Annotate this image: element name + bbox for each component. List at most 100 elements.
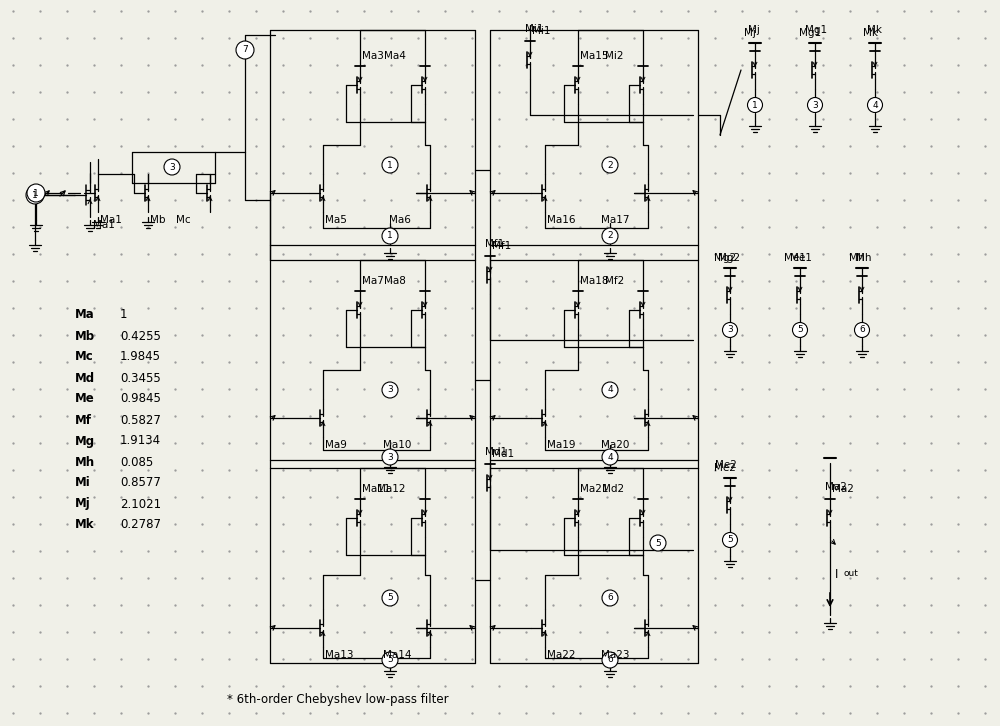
Text: Mf2: Mf2 bbox=[605, 276, 624, 286]
Circle shape bbox=[382, 157, 398, 173]
Text: Mi1: Mi1 bbox=[532, 26, 550, 36]
Text: Ma2: Ma2 bbox=[825, 482, 847, 492]
Text: Mk: Mk bbox=[867, 25, 882, 35]
Text: Me2: Me2 bbox=[714, 463, 736, 473]
Text: Ma23: Ma23 bbox=[600, 650, 629, 660]
Text: Ma13: Ma13 bbox=[325, 650, 354, 660]
Text: 3: 3 bbox=[812, 100, 818, 110]
Text: Mh: Mh bbox=[75, 455, 95, 468]
Text: Ma11: Ma11 bbox=[362, 484, 390, 494]
Circle shape bbox=[722, 532, 738, 547]
Text: 1: 1 bbox=[387, 232, 393, 240]
Text: I: I bbox=[835, 568, 838, 582]
Text: Me1: Me1 bbox=[784, 253, 806, 263]
Text: Md: Md bbox=[75, 372, 95, 385]
Text: Mf: Mf bbox=[75, 414, 92, 426]
Text: 6: 6 bbox=[607, 656, 613, 664]
Text: Me: Me bbox=[75, 393, 95, 406]
Text: Ma2: Ma2 bbox=[832, 484, 854, 494]
Text: 1: 1 bbox=[120, 309, 128, 322]
Text: Ma15: Ma15 bbox=[580, 51, 608, 61]
Circle shape bbox=[382, 449, 398, 465]
Text: Mg: Mg bbox=[75, 434, 95, 447]
Circle shape bbox=[382, 228, 398, 244]
Text: Ma7: Ma7 bbox=[362, 276, 384, 286]
Text: 5: 5 bbox=[655, 539, 661, 547]
Text: Ma18: Ma18 bbox=[580, 276, 608, 286]
Text: Ma: Ma bbox=[75, 309, 95, 322]
Text: Ma4: Ma4 bbox=[384, 51, 406, 61]
Text: Ma22: Ma22 bbox=[547, 650, 576, 660]
Text: Ma5: Ma5 bbox=[325, 215, 347, 225]
Circle shape bbox=[868, 97, 883, 113]
Text: 0.4255: 0.4255 bbox=[120, 330, 161, 343]
Text: 4: 4 bbox=[872, 100, 878, 110]
Text: Mh: Mh bbox=[856, 253, 872, 263]
Circle shape bbox=[808, 97, 822, 113]
Text: 4: 4 bbox=[607, 452, 613, 462]
Text: Mj: Mj bbox=[75, 497, 91, 510]
Circle shape bbox=[382, 382, 398, 398]
Text: 5: 5 bbox=[387, 656, 393, 664]
Circle shape bbox=[382, 652, 398, 668]
Circle shape bbox=[164, 159, 180, 175]
Text: Ma6: Ma6 bbox=[389, 215, 411, 225]
Text: 6: 6 bbox=[859, 325, 865, 335]
Text: 7: 7 bbox=[242, 46, 248, 54]
Text: Mg1: Mg1 bbox=[805, 25, 827, 35]
Text: Md1: Md1 bbox=[485, 447, 507, 457]
Text: Ma21: Ma21 bbox=[580, 484, 608, 494]
Text: Ma1: Ma1 bbox=[100, 215, 122, 225]
Text: 0.085: 0.085 bbox=[120, 455, 153, 468]
Circle shape bbox=[602, 590, 618, 606]
Text: Mc: Mc bbox=[75, 351, 94, 364]
Circle shape bbox=[602, 449, 618, 465]
Text: 0.3455: 0.3455 bbox=[120, 372, 161, 385]
Text: Ma20: Ma20 bbox=[601, 440, 629, 450]
Text: Ma17: Ma17 bbox=[600, 215, 629, 225]
Text: Me2: Me2 bbox=[715, 460, 737, 470]
Text: Mi1: Mi1 bbox=[525, 24, 544, 34]
Text: Ma19: Ma19 bbox=[547, 440, 576, 450]
Text: 5: 5 bbox=[797, 325, 803, 335]
Text: Ma16: Ma16 bbox=[547, 215, 576, 225]
Circle shape bbox=[602, 652, 618, 668]
Text: Ma3: Ma3 bbox=[362, 51, 384, 61]
Text: Md2: Md2 bbox=[602, 484, 624, 494]
Circle shape bbox=[236, 41, 254, 59]
Text: 1: 1 bbox=[33, 189, 39, 197]
Text: Ma10: Ma10 bbox=[383, 440, 411, 450]
Text: 1: 1 bbox=[752, 100, 758, 110]
Text: Mf1: Mf1 bbox=[492, 241, 511, 251]
Circle shape bbox=[650, 535, 666, 551]
Text: Mb: Mb bbox=[75, 330, 95, 343]
Text: Md1: Md1 bbox=[492, 449, 514, 459]
Circle shape bbox=[27, 184, 45, 202]
Circle shape bbox=[722, 322, 738, 338]
Text: out: out bbox=[843, 569, 858, 578]
Text: 3: 3 bbox=[727, 325, 733, 335]
Text: 5: 5 bbox=[387, 593, 393, 603]
Text: 1: 1 bbox=[387, 160, 393, 169]
Text: 5: 5 bbox=[727, 536, 733, 544]
Text: Ma8: Ma8 bbox=[384, 276, 406, 286]
Circle shape bbox=[382, 590, 398, 606]
Text: 3: 3 bbox=[387, 452, 393, 462]
Circle shape bbox=[748, 97, 763, 113]
Text: Ma1: Ma1 bbox=[93, 220, 115, 230]
Circle shape bbox=[602, 228, 618, 244]
Text: Ma14: Ma14 bbox=[382, 650, 411, 660]
Text: 0.9845: 0.9845 bbox=[120, 393, 161, 406]
Text: * 6th-order Chebyshev low-pass filter: * 6th-order Chebyshev low-pass filter bbox=[227, 693, 449, 706]
Circle shape bbox=[602, 382, 618, 398]
Text: Mj: Mj bbox=[748, 25, 760, 35]
Text: Mi: Mi bbox=[75, 476, 91, 489]
Text: Mk: Mk bbox=[75, 518, 94, 531]
Text: 2: 2 bbox=[607, 160, 613, 169]
Circle shape bbox=[854, 322, 870, 338]
Text: Mg1: Mg1 bbox=[799, 28, 821, 38]
Text: 2: 2 bbox=[607, 232, 613, 240]
Text: 1.9134: 1.9134 bbox=[120, 434, 161, 447]
Text: 0.5827: 0.5827 bbox=[120, 414, 161, 426]
Text: Mf1: Mf1 bbox=[485, 239, 504, 249]
